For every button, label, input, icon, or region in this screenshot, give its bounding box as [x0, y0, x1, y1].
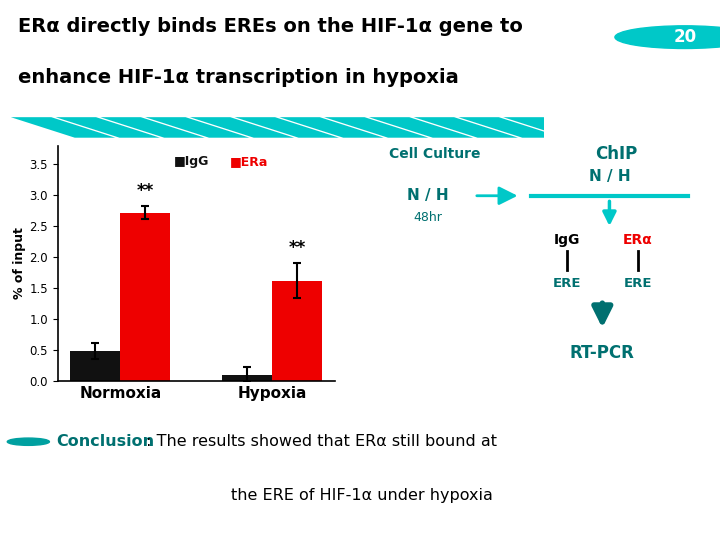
Polygon shape [279, 117, 384, 138]
Text: 48hr: 48hr [413, 211, 442, 224]
Bar [71, 351, 120, 381]
Bar [120, 213, 171, 381]
Text: ERα: ERα [623, 233, 653, 247]
Polygon shape [459, 117, 563, 138]
Text: **: ** [137, 182, 154, 200]
Text: : The results showed that ERα still bound at: : The results showed that ERα still boun… [140, 434, 497, 449]
Text: **: ** [289, 239, 306, 257]
Text: RT-PCR: RT-PCR [570, 344, 635, 362]
Text: enhance HIF-1α transcription in hypoxia: enhance HIF-1α transcription in hypoxia [18, 68, 459, 87]
Text: 20: 20 [673, 28, 696, 46]
Polygon shape [55, 117, 160, 138]
Text: IgG: IgG [554, 233, 580, 247]
Polygon shape [100, 117, 204, 138]
Polygon shape [145, 117, 250, 138]
Bar [272, 281, 323, 381]
Text: ■ERa: ■ERa [230, 155, 268, 168]
Polygon shape [11, 117, 115, 138]
Text: Conclusion: Conclusion [56, 434, 155, 449]
Y-axis label: % of input: % of input [14, 227, 27, 299]
Text: ERα directly binds EREs on the HIF-1α gene to: ERα directly binds EREs on the HIF-1α ge… [18, 17, 523, 36]
Polygon shape [413, 117, 518, 138]
Polygon shape [324, 117, 428, 138]
Polygon shape [369, 117, 473, 138]
Text: the ERE of HIF-1α under hypoxia: the ERE of HIF-1α under hypoxia [231, 488, 492, 503]
Circle shape [7, 438, 50, 446]
Bar [222, 375, 272, 381]
Polygon shape [235, 117, 339, 138]
Text: ChIP: ChIP [595, 145, 638, 164]
Polygon shape [503, 117, 608, 138]
Circle shape [615, 26, 720, 49]
Text: N / H: N / H [589, 169, 630, 184]
Text: ■IgG: ■IgG [174, 155, 210, 168]
Text: ERE: ERE [624, 278, 652, 291]
Text: Cell Culture: Cell Culture [389, 147, 480, 161]
Polygon shape [190, 117, 294, 138]
Text: ERE: ERE [552, 278, 581, 291]
Text: N / H: N / H [407, 188, 449, 203]
